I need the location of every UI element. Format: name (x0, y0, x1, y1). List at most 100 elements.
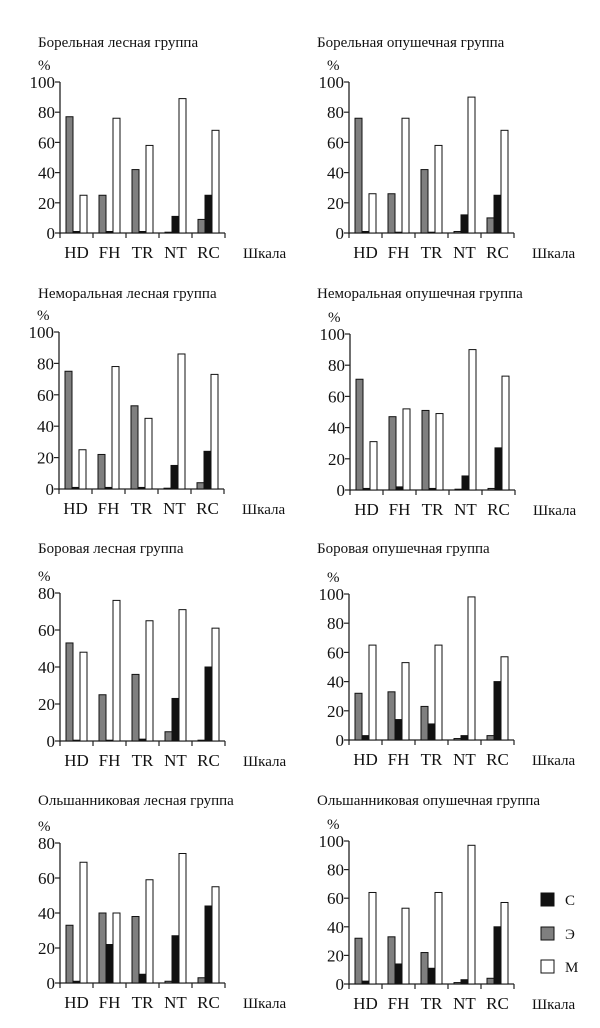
y-tick-label: 40 (38, 904, 55, 923)
x-tick-label: FH (98, 499, 120, 518)
bar-c (427, 967, 436, 985)
bar-c (493, 926, 502, 985)
bar-c (427, 231, 436, 234)
x-tick-label: FH (99, 751, 121, 770)
bar-c (395, 486, 404, 491)
bar-e (487, 487, 496, 491)
bar-e (197, 739, 206, 742)
x-tick-label: TR (132, 993, 154, 1012)
bar-c (394, 231, 403, 234)
x-tick-label: HD (353, 750, 378, 769)
y-tick-label: 40 (38, 658, 55, 677)
x-tick-label: RC (197, 751, 220, 770)
chart-title: Неморальная опушечная группа (317, 286, 523, 302)
x-tick-label: FH (99, 993, 121, 1012)
legend-label: М (565, 960, 578, 976)
bar-e (197, 977, 206, 984)
bar-c (362, 487, 371, 491)
y-tick-label: 0 (46, 480, 55, 499)
y-tick-label: 80 (37, 354, 54, 373)
bar-e (420, 952, 429, 985)
bar-c (427, 723, 436, 741)
bar-m (434, 144, 443, 234)
y-tick-label: 0 (336, 975, 345, 994)
bar-e (98, 194, 107, 234)
bar-m (79, 651, 88, 742)
x-tick-label: RC (486, 750, 509, 769)
bar-m (467, 96, 476, 234)
bar-c (171, 215, 180, 234)
bar-m (178, 853, 187, 984)
x-tick-label: TR (131, 499, 153, 518)
bar-c (461, 475, 470, 491)
bar-c (138, 973, 147, 984)
bar-m (467, 596, 476, 741)
x-tick-label: RC (486, 994, 509, 1013)
bar-c (171, 935, 180, 984)
x-tick-label: RC (196, 499, 219, 518)
bar-e (163, 487, 172, 490)
bar-e (420, 169, 429, 234)
x-tick-label: RC (486, 243, 509, 262)
bar-c (138, 738, 147, 742)
chart-panel: Ольшанниковая лесная группа% 0 20 40 60 80 HD F… (38, 793, 286, 1012)
bar-c (361, 980, 370, 985)
bar-c (105, 739, 114, 742)
bar-m (500, 901, 509, 985)
bar-m (145, 620, 154, 742)
y-tick-label: 60 (38, 621, 55, 640)
bar-e (130, 405, 139, 490)
bar-m (500, 129, 509, 234)
bar-m (79, 861, 88, 984)
chart-title: Боровая опушечная группа (317, 541, 490, 557)
x-tick-label: NT (453, 750, 476, 769)
bar-m (401, 907, 410, 985)
bar-e (97, 453, 106, 490)
bar-e (65, 642, 74, 742)
y-tick-label: 40 (38, 164, 55, 183)
x-axis-label: Шкала (532, 997, 575, 1013)
x-tick-label: HD (353, 243, 378, 262)
bar-m (111, 366, 120, 490)
y-tick-label: 40 (327, 164, 344, 183)
y-tick-label: 20 (38, 939, 55, 958)
bar-e (354, 117, 363, 234)
y-tick-label: 100 (320, 325, 346, 344)
x-tick-label: RC (197, 243, 220, 262)
y-tick-label: 0 (337, 481, 346, 500)
x-tick-label: RC (197, 993, 220, 1012)
chart-title: Ольшанниковая лесная группа (38, 793, 234, 809)
bar-c (204, 666, 213, 742)
y-tick-label: 100 (30, 73, 56, 92)
bar-c (361, 735, 370, 741)
y-axis-unit: % (327, 817, 340, 833)
bar-m (211, 886, 220, 984)
chart-title: Ольшанниковая опушечная группа (317, 793, 540, 809)
x-tick-label: RC (487, 500, 510, 519)
legend-swatch (540, 892, 555, 907)
x-tick-label: FH (388, 994, 410, 1013)
bar-e (131, 673, 140, 742)
y-tick-label: 60 (38, 869, 55, 888)
bar-c (72, 230, 81, 234)
bar-c (203, 450, 212, 490)
bar-m (500, 656, 509, 741)
y-tick-label: 100 (319, 73, 345, 92)
y-tick-label: 80 (327, 861, 344, 880)
bar-c (72, 739, 81, 742)
x-tick-label: TR (421, 243, 443, 262)
x-axis-label: Шкала (243, 996, 286, 1012)
legend-label: С (565, 893, 575, 909)
bar-m (401, 662, 410, 741)
x-tick-label: TR (132, 751, 154, 770)
bar-m (369, 441, 378, 491)
bar-m (435, 413, 444, 491)
y-tick-label: 20 (327, 702, 344, 721)
y-tick-label: 80 (38, 103, 55, 122)
bar-m (434, 891, 443, 985)
y-tick-label: 20 (37, 449, 54, 468)
x-axis-label: Шкала (532, 753, 575, 769)
x-tick-label: NT (453, 243, 476, 262)
bar-e (486, 735, 495, 741)
bar-c (204, 905, 213, 984)
